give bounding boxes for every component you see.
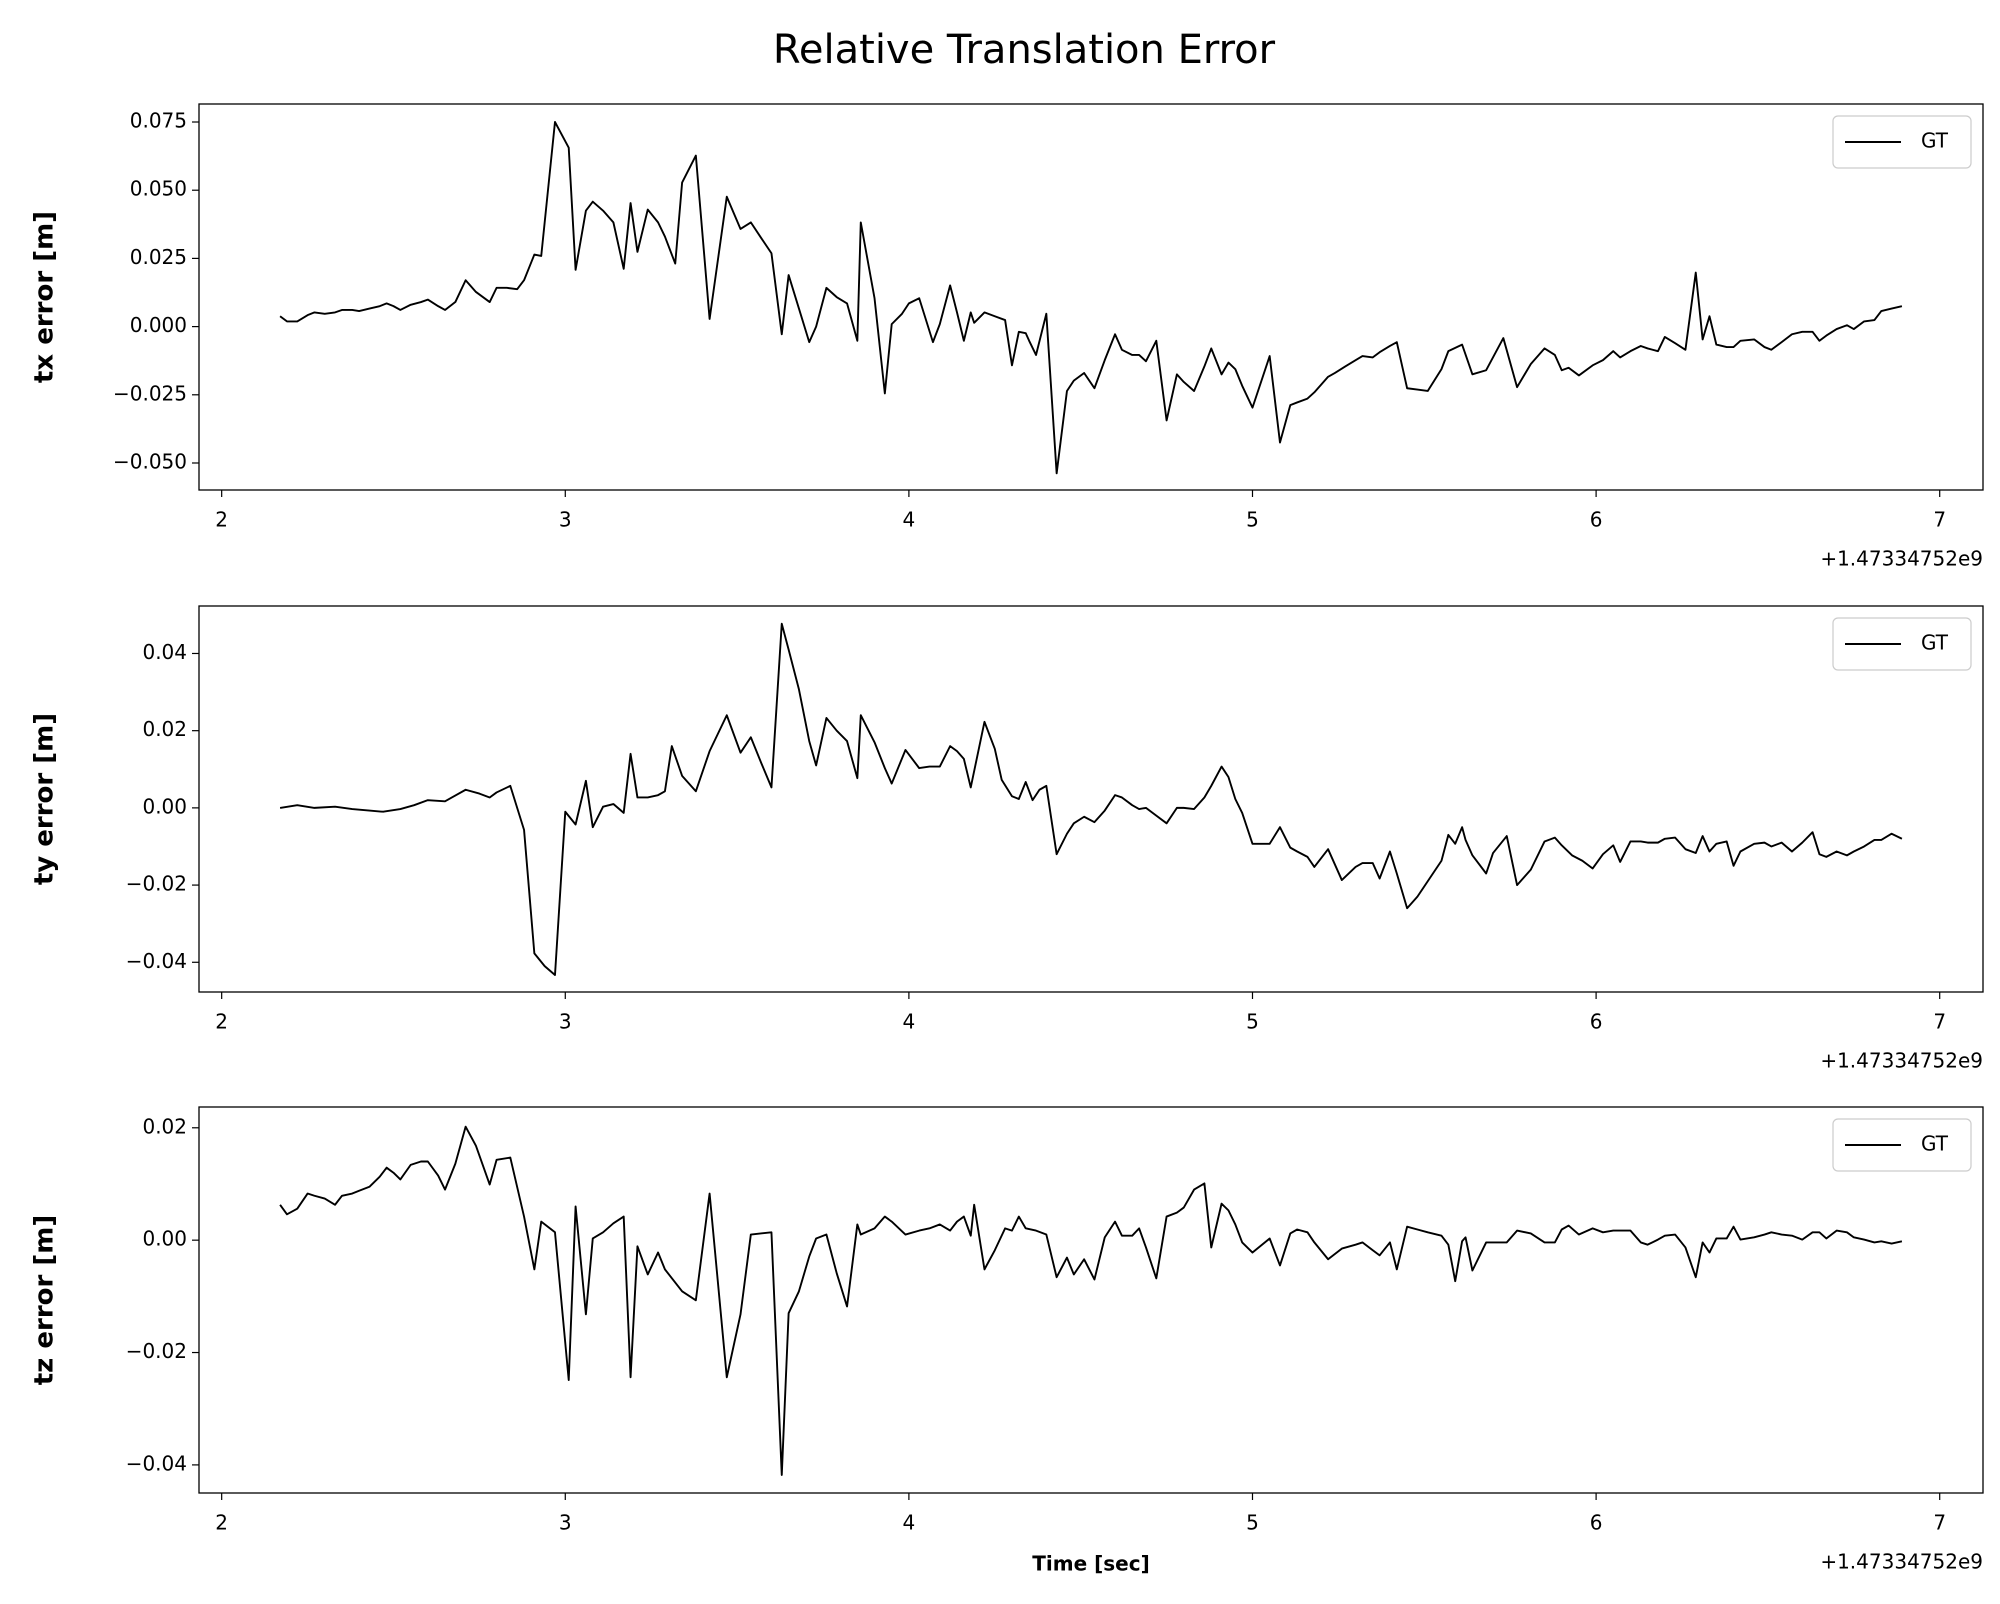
subplot: 2 3 4 5 6 7 −0.04 −0.02 0.00 0.02 0.04 +1.47334752e…: [30, 605, 1984, 1073]
x-tick-label: 4: [903, 1010, 916, 1034]
x-tick-label: 5: [1246, 1511, 1259, 1535]
x-tick-label: 2: [215, 1010, 228, 1034]
x-tick-label: 2: [215, 1511, 228, 1535]
x-tick-label: 4: [903, 508, 916, 532]
x-tick-label: 5: [1246, 1010, 1259, 1034]
x-tick-label: 3: [559, 508, 572, 532]
legend-label: GT: [1921, 129, 1949, 153]
legend-box: [1832, 617, 1972, 671]
y-tick-label: −0.025: [113, 381, 187, 405]
x-tick-label: 7: [1933, 1511, 1946, 1535]
x-offset-label: +1.47334752e9: [1820, 1550, 1983, 1574]
x-offset-label: +1.47334752e9: [1820, 547, 1983, 571]
data-line: [279, 622, 1903, 976]
y-tick-label: −0.04: [126, 949, 187, 973]
y-tick-label: −0.050: [113, 449, 187, 473]
axes-frame: [198, 1106, 1984, 1494]
y-tick-label: 0.075: [130, 109, 187, 133]
figure-title: Relative Translation Error: [773, 27, 1276, 73]
x-tick-label: 6: [1590, 1010, 1603, 1034]
plot-area: [279, 622, 1903, 976]
data-line: [279, 121, 1903, 475]
plot-area: [279, 1125, 1903, 1476]
x-tick-label: 3: [559, 1010, 572, 1034]
x-tick-label: 7: [1933, 508, 1946, 532]
subplot: 2 3 4 5 6 7 −0.04 −0.02 0.00 0.02 +1.47334752e9 tz …: [30, 1106, 1984, 1576]
legend-box: [1832, 1118, 1972, 1172]
axes-frame: [198, 605, 1984, 993]
y-tick-label: 0.050: [130, 177, 187, 201]
legend-label: GT: [1921, 631, 1949, 655]
y-tick-label: 0.00: [142, 1227, 187, 1251]
y-axis-label: tz error [m]: [30, 1215, 60, 1386]
x-axis-label: Time [sec]: [1032, 1552, 1149, 1576]
y-tick-label: 0.025: [130, 245, 187, 269]
data-line: [279, 1125, 1903, 1476]
y-tick-label: 0.00: [142, 794, 187, 818]
legend-label: GT: [1921, 1132, 1949, 1156]
x-tick-label: 7: [1933, 1010, 1946, 1034]
x-tick-label: 3: [559, 1511, 572, 1535]
y-tick-label: 0.02: [142, 1114, 187, 1138]
subplot: 2 3 4 5 6 7 −0.050 −0.025 0.000 0.025 0.050 0.075 +1…: [30, 103, 1984, 571]
x-offset-label: +1.47334752e9: [1820, 1049, 1983, 1073]
y-tick-label: 0.000: [130, 313, 187, 337]
plot-area: [279, 121, 1903, 475]
x-tick-label: 2: [215, 508, 228, 532]
y-tick-label: 0.02: [142, 717, 187, 741]
legend-box: [1832, 115, 1972, 169]
axes-frame: [198, 103, 1984, 491]
y-axis-label: tx error [m]: [30, 211, 60, 383]
x-tick-label: 4: [903, 1511, 916, 1535]
y-tick-label: −0.04: [126, 1451, 187, 1475]
y-tick-label: −0.02: [126, 1339, 187, 1363]
x-tick-label: 6: [1590, 508, 1603, 532]
x-tick-label: 6: [1590, 1511, 1603, 1535]
x-tick-label: 5: [1246, 508, 1259, 532]
y-tick-label: −0.02: [126, 872, 187, 896]
y-tick-label: 0.04: [142, 640, 187, 664]
y-axis-label: ty error [m]: [30, 713, 60, 885]
